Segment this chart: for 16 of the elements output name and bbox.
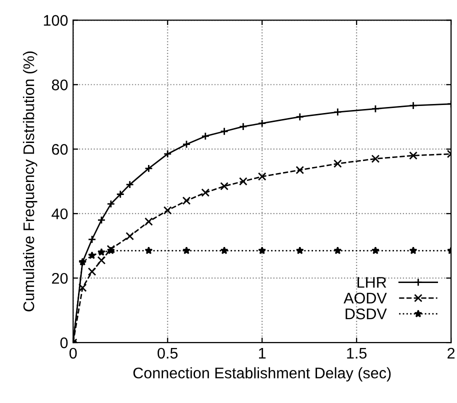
y-tick-label: 0 [60, 337, 68, 348]
y-tick-label: 100 [44, 15, 68, 26]
x-tick-label: 1 [259, 348, 266, 358]
x-tick-label: 0.5 [158, 348, 178, 359]
legend-label: AODV [344, 292, 387, 304]
y-axis-title: Cumulative Frequency Distribution (%) [22, 52, 38, 312]
y-tick-label: 20 [52, 272, 68, 284]
x-tick-label: 0 [69, 348, 77, 359]
x-tick-label: 1.5 [347, 348, 367, 359]
legend-label: LHR [358, 277, 386, 288]
y-tick-label: 60 [52, 144, 68, 155]
x-tick-label: 2 [448, 348, 455, 358]
y-tick-label: 40 [52, 208, 68, 220]
y-tick-label: 80 [52, 80, 68, 90]
x-axis-title: Connection Establishment Delay (sec) [133, 367, 391, 382]
legend-label: DSDV [346, 308, 387, 320]
